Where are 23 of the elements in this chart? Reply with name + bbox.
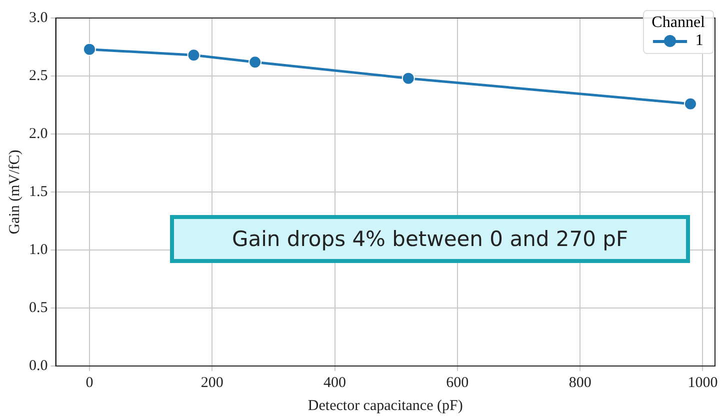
y-tick-label: 0.0 (29, 358, 48, 374)
y-tick-label: 2.0 (29, 126, 48, 142)
point (187, 48, 200, 62)
x-tick-label: 0 (86, 374, 94, 391)
point (684, 97, 697, 110)
legend-title: Channel (652, 14, 705, 32)
x-tick-label: 1000 (688, 374, 718, 391)
x-tick-label: 600 (446, 374, 469, 391)
x-tick-label: 800 (568, 374, 592, 391)
point (248, 56, 262, 69)
x-tick-label: 200 (200, 374, 224, 391)
point (82, 42, 96, 56)
x-tick-label: 400 (324, 374, 346, 391)
x-axis-title: Detector capacitance (pF) (308, 398, 463, 414)
y-axis-title: Gain (mV/fC) (6, 150, 23, 234)
callout-box: Gain drops 4% between 0 and 270 pF (170, 215, 690, 263)
y-tick-label: 3.0 (29, 10, 48, 26)
y-tick-label: 1.5 (29, 184, 48, 200)
y-tick-label: 2.5 (29, 68, 48, 84)
point (402, 72, 415, 85)
y-tick-label: 1.0 (29, 242, 48, 258)
legend-label: 1 (695, 32, 704, 50)
y-tick-label: 0.5 (29, 300, 48, 316)
